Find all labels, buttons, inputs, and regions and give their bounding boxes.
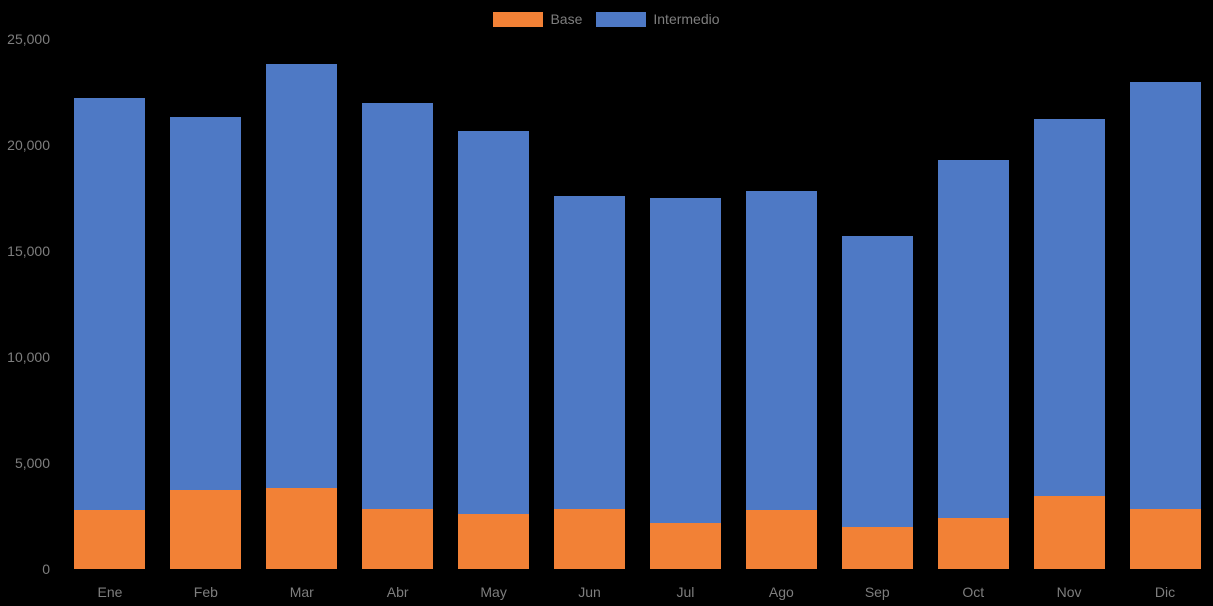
bar-sep-base bbox=[841, 526, 913, 569]
x-tick-label-oct: Oct bbox=[962, 584, 985, 600]
bar-sep-intermedio bbox=[841, 236, 913, 527]
bar-mar-base bbox=[266, 488, 338, 569]
bar-may-base bbox=[458, 513, 530, 569]
bar-mar-intermedio bbox=[266, 64, 338, 489]
bar-oct-intermedio bbox=[937, 159, 1009, 519]
bar-may-intermedio bbox=[458, 131, 530, 514]
x-tick-label-dic: Dic bbox=[1154, 584, 1176, 600]
bar-feb-intermedio bbox=[170, 117, 242, 490]
bar-dic-intermedio bbox=[1129, 82, 1201, 509]
legend-item-intermedio: Intermedio bbox=[596, 11, 720, 27]
bar-ago-base bbox=[745, 509, 817, 569]
x-tick-label-jul: Jul bbox=[676, 584, 695, 600]
y-tick-label: 5,000 bbox=[14, 455, 50, 471]
bar-nov-intermedio bbox=[1033, 118, 1105, 496]
x-tick-label-jun: Jun bbox=[578, 584, 601, 600]
bar-jun-base bbox=[554, 508, 626, 569]
y-tick-label: 10,000 bbox=[7, 349, 50, 365]
legend-item-base: Base bbox=[493, 11, 582, 27]
y-tick-label: 15,000 bbox=[7, 243, 50, 259]
chart-legend: Base Intermedio bbox=[0, 10, 1213, 28]
x-tick-label-mar: Mar bbox=[289, 584, 314, 600]
bar-ene-intermedio bbox=[74, 98, 146, 510]
plot-area bbox=[62, 39, 1213, 569]
y-tick-label: 20,000 bbox=[7, 137, 50, 153]
x-tick-label-sep: Sep bbox=[864, 584, 890, 600]
legend-label: Intermedio bbox=[653, 11, 720, 27]
y-tick-label: 0 bbox=[42, 561, 50, 577]
bar-ene-base bbox=[74, 509, 146, 569]
bar-ago-intermedio bbox=[745, 190, 817, 510]
y-axis: 0 5,000 10,000 15,000 20,000 25,000 bbox=[0, 0, 52, 606]
x-tick-label-nov: Nov bbox=[1056, 584, 1082, 600]
bar-abr-intermedio bbox=[362, 102, 434, 509]
legend-label: Base bbox=[550, 11, 583, 27]
x-axis: Ene Feb Mar Abr May Jun Jul Ago Sep Oct Nov Dic bbox=[62, 584, 1213, 602]
x-tick-label-ene: Ene bbox=[97, 584, 123, 600]
bar-dic-base bbox=[1129, 508, 1201, 569]
bar-abr-base bbox=[362, 508, 434, 569]
y-tick-label: 25,000 bbox=[7, 31, 50, 47]
bar-oct-base bbox=[937, 518, 1009, 569]
x-tick-label-feb: Feb bbox=[193, 584, 218, 600]
x-tick-label-abr: Abr bbox=[386, 584, 409, 600]
x-tick-label-ago: Ago bbox=[768, 584, 794, 600]
bar-jun-intermedio bbox=[554, 195, 626, 509]
x-tick-label-may: May bbox=[480, 584, 507, 600]
legend-swatch-intermedio bbox=[596, 11, 647, 27]
bar-nov-base bbox=[1033, 495, 1105, 569]
bar-feb-base bbox=[170, 489, 242, 569]
legend-swatch-base bbox=[493, 11, 544, 27]
bar-jul-base bbox=[649, 523, 721, 569]
bar-jul-intermedio bbox=[649, 198, 721, 524]
